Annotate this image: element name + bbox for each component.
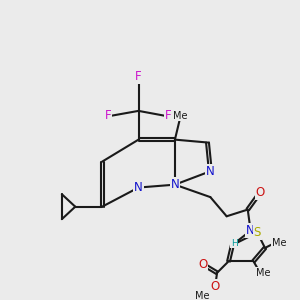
Text: O: O	[256, 186, 265, 199]
Text: Me: Me	[195, 291, 210, 300]
Text: F: F	[105, 109, 112, 122]
Text: O: O	[211, 280, 220, 293]
Text: O: O	[198, 258, 207, 271]
Text: N: N	[170, 178, 179, 191]
Text: F: F	[164, 109, 171, 122]
Text: N: N	[206, 165, 215, 178]
Text: Me: Me	[256, 268, 270, 278]
Text: F: F	[135, 70, 142, 83]
Text: Me: Me	[173, 111, 188, 121]
Text: S: S	[254, 226, 261, 239]
Text: N: N	[246, 224, 255, 237]
Text: N: N	[134, 181, 143, 194]
Text: Me: Me	[272, 238, 286, 248]
Text: H: H	[231, 238, 238, 247]
